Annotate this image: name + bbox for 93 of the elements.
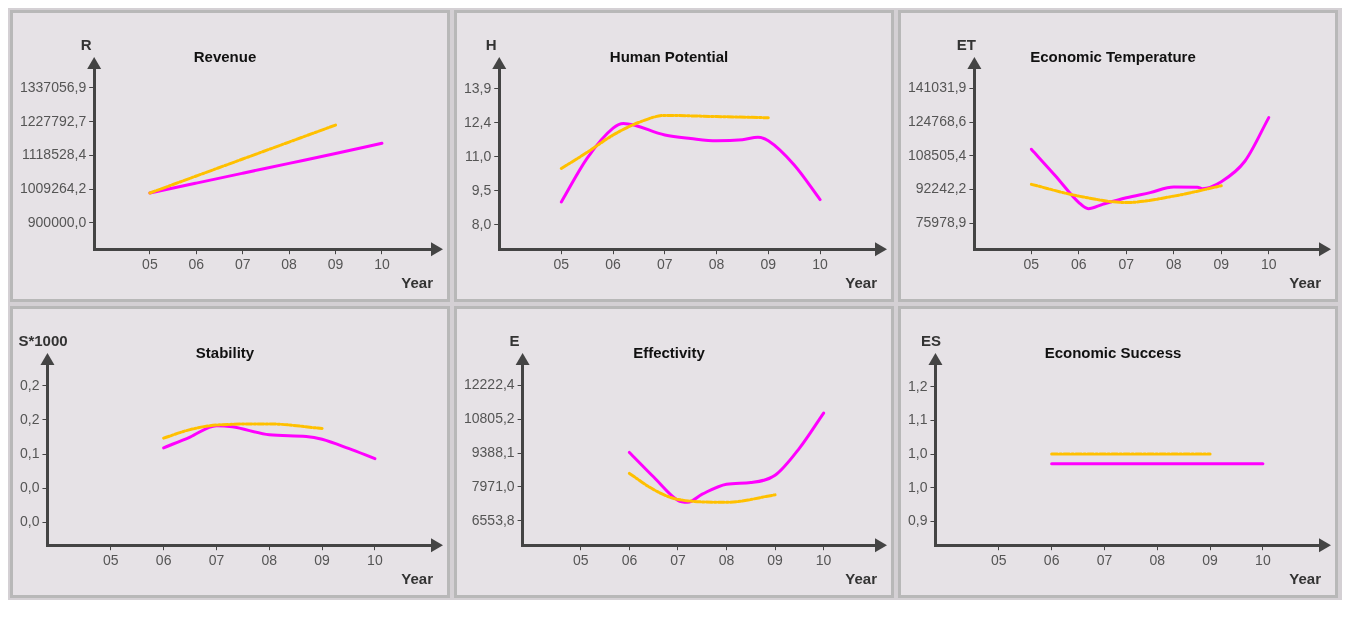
y-axis-title: H	[485, 35, 497, 53]
y-axis-title: ET	[956, 35, 976, 53]
x-tick-label: 06	[621, 552, 638, 569]
y-tick-label: 1118528,4	[22, 146, 87, 163]
x-tick-label: 09	[760, 256, 777, 273]
line-series	[627, 471, 777, 504]
y-tick-label: 9388,1	[471, 444, 515, 461]
x-tick-label: 10	[1260, 256, 1277, 273]
chart-title: Economic Success	[1044, 344, 1182, 362]
y-tick-label: 900000,0	[27, 213, 87, 230]
y-tick-label: 12,4	[464, 113, 492, 130]
y-tick-label: 0,2	[19, 376, 40, 393]
x-axis-title: Year	[845, 274, 878, 292]
y-tick-label: 10805,2	[464, 410, 515, 427]
x-tick-label: 09	[1213, 256, 1230, 273]
y-tick-label: 1337056,9	[19, 78, 87, 95]
y-tick-label: 9,5	[471, 181, 492, 198]
y-tick-label: 108505,4	[907, 146, 967, 163]
x-tick-label: 05	[1023, 256, 1040, 273]
line-series	[148, 123, 338, 195]
x-tick-label: 10	[374, 256, 390, 273]
x-tick-label: 06	[1071, 256, 1087, 273]
x-tick-label: 07	[1118, 256, 1135, 273]
x-tick-label: 09	[314, 552, 331, 569]
x-axis-title: Year	[401, 274, 434, 292]
y-tick-label: 1227792,7	[19, 112, 87, 129]
y-tick-label: 1,1	[907, 411, 928, 428]
y-tick-label: 0,9	[907, 512, 928, 529]
chart-title: Human Potential	[609, 48, 729, 66]
chart-title: Stability	[195, 344, 255, 362]
y-tick-label: 1,0	[907, 478, 928, 495]
y-tick-label: 1,2	[907, 377, 928, 394]
x-tick-label: 09	[1202, 552, 1219, 569]
x-tick-label: 07	[208, 552, 225, 569]
y-tick-label: 0,2	[19, 410, 40, 427]
y-tick-label: 12222,4	[464, 376, 515, 393]
x-tick-label: 05	[142, 256, 158, 273]
x-tick-label: 08	[718, 552, 735, 569]
chart-title: Revenue	[193, 48, 257, 66]
x-tick-label: 10	[367, 552, 383, 569]
x-axis-title: Year	[1289, 274, 1322, 292]
y-tick-label: 0,1	[19, 444, 40, 461]
x-tick-label: 10	[1255, 552, 1271, 569]
y-tick-label: 0,0	[19, 479, 40, 496]
x-tick-label: 08	[261, 552, 278, 569]
chart-title: Economic Temperature	[1030, 48, 1196, 66]
y-tick-label: 11,0	[465, 147, 492, 164]
x-axis-title: Year	[1289, 570, 1322, 588]
y-tick-label: 75978,9	[915, 213, 967, 230]
x-tick-label: 08	[1149, 552, 1166, 569]
y-tick-label: 8,0	[471, 215, 492, 232]
line-series	[162, 422, 324, 440]
y-axis-title: R	[80, 35, 92, 53]
line-series	[162, 424, 377, 461]
x-tick-label: 10	[812, 256, 829, 273]
x-tick-label: 08	[1166, 256, 1182, 273]
line-series	[559, 122, 822, 204]
y-axis-title: ES	[920, 331, 942, 349]
x-tick-label: 10	[815, 552, 832, 569]
x-tick-label: 07	[1096, 552, 1113, 569]
x-axis-title: Year	[845, 570, 878, 588]
y-tick-label: 141031,9	[907, 79, 967, 96]
y-tick-label: 124768,6	[907, 113, 967, 130]
x-tick-label: 06	[188, 256, 205, 273]
x-tick-label: 09	[327, 256, 344, 273]
x-tick-label: 07	[657, 256, 673, 273]
y-axis-title: S*1000	[18, 331, 68, 349]
x-tick-label: 05	[573, 552, 589, 569]
y-tick-label: 7971,0	[471, 477, 515, 494]
x-tick-label: 05	[553, 256, 570, 273]
chart-title: Effectivity	[633, 344, 706, 362]
x-tick-label: 08	[281, 256, 298, 273]
line-series	[559, 113, 770, 170]
x-axis-title: Year	[401, 570, 434, 588]
x-tick-label: 09	[767, 552, 784, 569]
x-tick-label: 06	[1043, 552, 1060, 569]
x-tick-label: 07	[234, 256, 251, 273]
line-series	[627, 411, 826, 504]
y-tick-label: 92242,2	[915, 180, 967, 197]
y-tick-label: 0,0	[19, 513, 40, 530]
x-tick-label: 06	[155, 552, 172, 569]
x-tick-label: 05	[103, 552, 119, 569]
line-series	[1029, 116, 1271, 211]
x-tick-label: 07	[670, 552, 686, 569]
y-tick-label: 6553,8	[471, 511, 515, 528]
y-axis-title: E	[509, 331, 520, 349]
x-tick-label: 08	[708, 256, 725, 273]
y-tick-label: 13,9	[464, 79, 492, 96]
y-tick-label: 1009264,2	[19, 180, 87, 197]
y-tick-label: 1,0	[907, 444, 928, 461]
x-tick-label: 06	[605, 256, 622, 273]
line-series	[1029, 182, 1223, 205]
x-tick-label: 05	[991, 552, 1007, 569]
